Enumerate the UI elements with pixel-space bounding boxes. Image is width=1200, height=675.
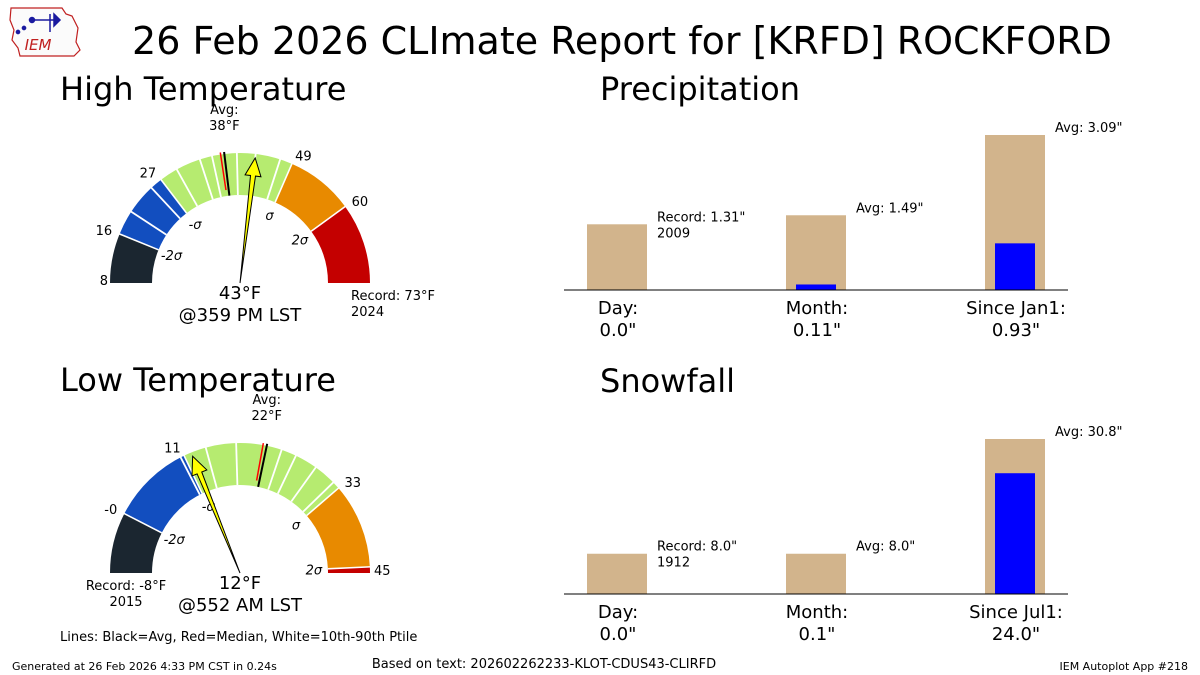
gauge-time-label: @552 AM LST xyxy=(178,595,303,616)
percentile-line-7 xyxy=(266,157,282,200)
chart-title: Precipitation xyxy=(600,70,800,108)
reference-bar-1 xyxy=(786,553,846,594)
iowa-outline-icon xyxy=(9,7,81,57)
sigma-label-2: σ xyxy=(265,209,274,224)
tick-label-3: 45 xyxy=(374,564,391,579)
gauge-band-1 xyxy=(124,455,203,533)
percentile-line-1 xyxy=(204,445,218,489)
tick-label-2: 27 xyxy=(140,166,157,181)
gauge-band-3 xyxy=(275,163,346,232)
bar-annotation-2: Avg: 3.09" xyxy=(1055,121,1123,136)
logo-text: IEM xyxy=(25,36,52,54)
page-title: 26 Feb 2026 CLImate Report for [KRFD] RO… xyxy=(132,19,1112,63)
gauge-band-4 xyxy=(311,206,370,283)
needle-pointer xyxy=(239,156,262,284)
gauge-band-2 xyxy=(184,443,339,516)
snowfall-chart: Snowfall Record: 8.0" 1912 Day: 0.0" Avg: 8.0… xyxy=(564,362,1123,645)
percentile-line-6 xyxy=(302,480,336,513)
percentile-line-0 xyxy=(129,209,167,236)
sigma-label-3: 2σ xyxy=(292,234,309,249)
tick-label-3: 49 xyxy=(295,149,312,164)
weather-station-icon xyxy=(15,12,62,35)
median-line xyxy=(255,442,265,481)
value-bar-2 xyxy=(995,473,1035,594)
average-label: Avg: 22°F xyxy=(252,393,283,424)
tick-label-0: 8 xyxy=(100,274,108,289)
percentile-line-0 xyxy=(178,455,201,496)
bar-annotation-0: Record: 1.31" 2009 xyxy=(657,210,745,241)
average-label: Avg: 38°F xyxy=(209,103,240,134)
percentile-line-5 xyxy=(290,465,318,503)
bar-annotation-2: Avg: 30.8" xyxy=(1055,425,1123,440)
percentile-line-4 xyxy=(277,453,298,494)
sigma-label-0: -2σ xyxy=(164,533,186,548)
chart-title: Snowfall xyxy=(600,362,735,400)
percentile-line-2 xyxy=(235,441,239,486)
band-separator-1 xyxy=(159,177,188,214)
gauge-value-label: 43°F xyxy=(219,283,261,304)
needle-pointer xyxy=(191,455,241,574)
app-footer: IEM Autoplot App #218 xyxy=(1060,660,1189,673)
gauge-band-3 xyxy=(306,488,370,569)
tick-label-1: 11 xyxy=(164,441,181,456)
percentile-line-5 xyxy=(235,151,239,196)
bar-annotation-1: Avg: 8.0" xyxy=(856,540,915,555)
percentile-line-2 xyxy=(175,167,199,207)
category-label-2: Since Jan1: 0.93" xyxy=(966,298,1066,341)
reference-bar-1 xyxy=(786,215,846,290)
bar-annotation-1: Avg: 1.49" xyxy=(856,201,924,216)
band-separator-2 xyxy=(306,486,341,517)
category-label-0: Day: 0.0" xyxy=(598,298,638,341)
reference-bar-0 xyxy=(587,553,647,594)
iem-logo: IEM xyxy=(9,7,81,57)
band-separator-0 xyxy=(117,232,159,251)
median-line xyxy=(219,152,227,191)
average-line xyxy=(257,443,269,488)
record-label: Record: 73°F 2024 xyxy=(351,289,435,320)
band-separator-2 xyxy=(274,161,294,203)
generated-footer: Generated at 26 Feb 2026 4:33 PM CST in … xyxy=(12,660,277,673)
tick-label-4: 60 xyxy=(352,195,369,210)
tick-label-0: -0 xyxy=(104,503,117,518)
gauge-value-label: 12°F xyxy=(219,573,261,594)
value-bar-1 xyxy=(796,284,836,290)
percentile-line-1 xyxy=(149,185,181,220)
percentile-line-3 xyxy=(198,157,214,200)
percentile-line-4 xyxy=(210,153,222,198)
gauge-band-1 xyxy=(119,179,187,250)
category-label-2: Since Jul1: 24.0" xyxy=(969,602,1063,645)
sigma-label-2: σ xyxy=(292,519,301,534)
bar-annotation-0: Record: 8.0" 1912 xyxy=(657,540,737,571)
percentile-line-3 xyxy=(267,447,284,490)
band-separator-3 xyxy=(310,204,348,232)
tick-label-2: 33 xyxy=(345,476,362,491)
sigma-label-1: -σ xyxy=(189,218,203,233)
gauge-time-label: @359 PM LST xyxy=(179,305,303,326)
band-separator-0 xyxy=(122,512,163,534)
gauge-title: High Temperature xyxy=(60,70,346,108)
value-bar-2 xyxy=(995,243,1035,290)
category-label-0: Day: 0.0" xyxy=(598,602,638,645)
precipitation-chart: Precipitation Record: 1.31" 2009 Day: 0.0" Av… xyxy=(564,70,1123,341)
reference-bar-0 xyxy=(587,224,647,290)
category-label-1: Month: 0.11" xyxy=(786,298,848,341)
band-separator-3 xyxy=(327,565,372,570)
average-line xyxy=(223,151,231,196)
gauge-title: Low Temperature xyxy=(60,361,336,399)
category-label-1: Month: 0.1" xyxy=(786,602,848,645)
gauge-band-0 xyxy=(110,233,159,283)
high-temperature-gauge: High Temperature 8 16 27 49 60 -2σ -σ σ 2σ Avg: 38°… xyxy=(60,70,435,326)
sigma-label-0: -2σ xyxy=(161,249,183,264)
sigma-label-3: 2σ xyxy=(306,563,323,578)
record-label: Record: -8°F 2015 xyxy=(86,579,166,610)
tick-label-1: 16 xyxy=(96,224,113,239)
gauge-band-0 xyxy=(110,513,162,573)
lines-legend-note: Lines: Black=Avg, Red=Median, White=10th… xyxy=(60,630,417,645)
based-on-footer: Based on text: 202602262233-KLOT-CDUS43-… xyxy=(372,657,716,672)
